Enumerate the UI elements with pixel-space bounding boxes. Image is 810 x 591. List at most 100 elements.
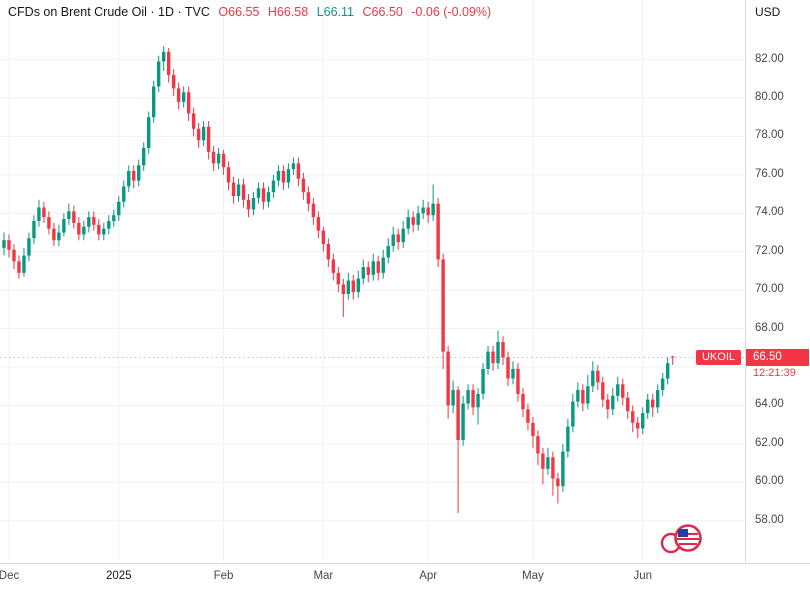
candle-body [321,230,326,245]
candle-body [32,220,36,239]
candle-body [147,117,151,148]
candle-body [12,249,16,262]
candle-body [561,451,565,487]
candlestick-chart[interactable] [0,0,745,563]
candle-body [7,240,11,250]
price-tick-label: 76.00 [755,167,784,180]
candle-body [102,228,106,235]
candle-body [411,217,415,225]
candle-body [306,192,311,204]
candle-body [541,453,545,469]
candle-body [316,217,321,231]
candle-body [426,207,430,216]
chart-pane[interactable]: CFDs on Brent Crude Oil · 1D · TVC O66.5… [0,0,745,563]
tradingview-chat-flag-icon[interactable] [659,521,707,557]
candle-body [481,368,485,394]
time-tick-label: Dec [0,570,20,582]
candle-body [536,436,540,454]
candle-body [87,217,91,227]
candle-body [2,240,6,248]
candle-body [72,211,76,223]
candle-body [311,203,316,218]
candle-body [251,197,256,210]
candle-body [52,228,56,241]
candle-body [456,390,460,441]
candle-body [601,382,605,400]
candle-body [486,351,490,369]
candle-body [511,368,515,379]
candle-body [556,478,560,487]
price-axis[interactable]: USD 66.50 12:21:39 58.00 60.00 62.00 64.00 6… [745,0,810,563]
candle-body [62,219,66,233]
candle-body [67,211,71,220]
candle-body [626,397,630,412]
candle-body [476,393,480,408]
symbol-title[interactable]: CFDs on Brent Crude Oil · 1D · TVC [8,5,210,19]
candle-body [386,245,390,258]
price-tick-label: 80.00 [755,90,784,103]
candle-body [291,163,296,170]
candle-body [451,390,455,406]
time-tick-label: May [522,570,544,582]
ohlc-close-value: C66.50 [362,5,403,19]
candle-body [636,422,640,429]
currency-label[interactable]: USD [755,5,781,19]
price-tick-label: 64.00 [755,398,784,411]
candle-body [466,390,470,404]
candle-body [526,409,530,423]
candle-body [97,224,101,235]
candle-body [391,234,395,246]
symbol-price-flag[interactable]: UKOIL [695,349,741,365]
time-tick-label: 2025 [105,570,132,582]
candle-body [161,51,166,62]
time-axis[interactable]: Dec 2025 Feb Mar Apr May Jun [0,563,810,591]
price-tick-label: 70.00 [755,283,784,296]
candle-body [166,51,171,75]
change-value: -0.06 (-0.09%) [411,5,492,19]
candle-body [152,86,156,118]
candle-body [665,363,670,379]
candle-body [281,171,286,183]
candle-body [381,257,385,273]
candle-body [531,422,535,437]
time-tick-label: Apr [419,570,438,582]
candle-body [112,215,116,221]
candle-body [261,188,266,202]
candle-body [196,128,201,141]
candle-body [181,92,186,102]
candle-body [231,182,236,196]
candle-body [406,217,410,229]
time-tick-label: Feb [213,570,234,582]
candle-body [441,259,445,352]
candle-body [117,201,121,216]
candle-body [356,278,360,293]
price-tick-label: 74.00 [755,206,784,219]
candle-body [670,356,675,358]
candle-body [82,226,86,235]
candle-body [57,232,61,241]
candle-body [137,165,141,181]
candle-body [646,399,650,414]
candle-body [107,220,111,229]
candle-body [596,370,600,383]
candle-body [156,61,161,87]
candle-body [92,217,96,225]
ohlc-high-value: H66.58 [267,5,309,19]
candle-body [611,395,615,410]
candle-body [206,126,211,152]
candle-body [191,113,196,129]
candle-body [42,207,46,218]
candle-body [516,368,520,394]
candle-body [236,184,241,196]
candle-body [621,384,625,398]
candle-body [660,378,665,391]
candle-body [366,267,370,275]
candle-body [296,163,301,179]
candle-body [591,370,595,387]
candle-body [616,384,620,396]
candle-body [331,259,336,273]
candle-body [346,280,351,294]
candle-body [276,171,281,181]
candle-body [171,74,176,89]
